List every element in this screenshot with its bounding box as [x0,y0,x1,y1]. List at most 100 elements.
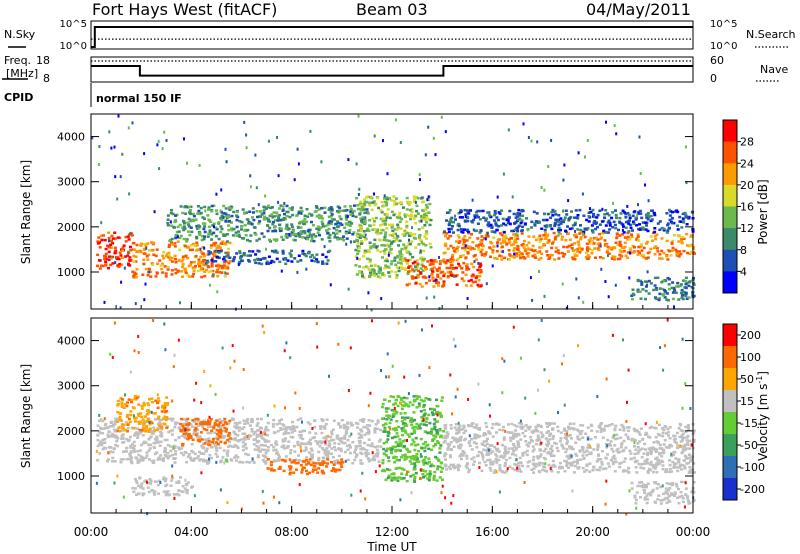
vel-field-cell [264,440,268,443]
power-field-cell [614,227,618,230]
vel-field-cell [282,432,286,436]
vel-field-cell [428,470,432,473]
power-field-cell [395,266,399,269]
vel-field-cell [433,470,437,474]
vel-field-cell [601,436,605,439]
power-field-cell [363,211,367,215]
power-field-cell [375,231,379,234]
power-field-cell [202,227,206,231]
vel-field-cell [510,431,514,434]
power-field-cell [503,239,507,242]
power-field-cell [222,258,226,261]
vel-field-cell [214,452,218,456]
power-field-cell [554,246,558,250]
power-field-cell [104,247,108,251]
power-field-cell [455,249,459,253]
vel-field-cell [226,434,230,437]
power-field-cell [671,281,675,284]
power-field-cell [321,260,325,263]
vel-field-cell [281,438,285,441]
power-field-cell [679,284,683,288]
power-field-cell [310,259,314,262]
power-field-cell [379,209,383,212]
power-field-cell [662,229,666,232]
vel-field-cell [305,469,308,473]
power-field-cell [134,260,138,263]
power-field-cell [277,207,281,210]
power-field-cell [363,219,367,222]
vel-field-cell [186,417,190,421]
power-field-cell [299,259,303,262]
power-field-cell [302,219,306,223]
vel-field-cell [403,455,407,459]
power-field-cell [678,235,681,238]
power-field-cell [173,226,176,229]
power-field-cell [413,196,417,199]
power-field-cell [516,245,520,248]
power-field-cell [389,199,393,202]
vel-field-cell [384,478,388,482]
vel-field-cell [164,493,168,497]
power-field-cell [347,220,351,224]
vel-field-cell [335,459,339,462]
vel-field-cell [325,447,329,450]
power-colorbar-segment [723,120,737,143]
power-field-cell [658,220,662,223]
power-field-cell [225,240,229,243]
power-field-cell [557,251,561,255]
vel-field-cell [279,427,283,430]
vel-field-cell [238,421,242,424]
vel-field-cell [125,415,129,418]
power-field-cell [146,258,150,261]
power-field-cell [413,198,417,202]
vel-field-cell [353,458,357,462]
vel-field-cell [654,427,658,430]
power-field-cell [598,209,602,212]
power-field-cell [472,218,476,222]
power-field-cell [427,218,431,221]
power-field-cell [579,236,583,239]
vel-field-cell [468,440,472,443]
vel-field-cell [385,414,389,417]
vel-field-cell [547,423,551,427]
power-field-cell [419,251,422,255]
power-field-cell [413,260,417,264]
power-field-cell [363,221,367,225]
vel-field-cell [236,446,240,449]
vel-field-cell [164,450,167,454]
vel-field-cell [257,446,261,449]
power-field-cell [363,200,367,204]
power-field-cell [210,233,214,236]
vel-field-cell [370,419,374,423]
power-field-cell [96,240,100,243]
vel-field-cell [387,425,391,429]
power-field-cell [196,205,200,208]
vel-field-cell [381,459,385,462]
power-field-cell [119,254,123,257]
power-field-cell [508,209,512,213]
power-field-noise [419,178,421,182]
vel-field-cell [396,442,400,446]
vel-field-cell [321,419,325,423]
power-field-cell [464,284,468,287]
power-field-cell [238,235,242,238]
vel-field-cell [156,406,160,410]
vel-field-cell [218,421,222,424]
vel-field-cell [287,465,291,468]
vel-field-cell [199,458,203,461]
vel-field-cell [313,425,317,429]
power-field-cell [407,250,411,254]
power-field-cell [103,238,107,242]
power-field-cell [558,232,562,236]
power-field-cell [220,242,224,245]
nsky-label: N.Sky [4,28,36,41]
vel-field-cell [384,449,388,453]
vel-field-cell [293,450,297,453]
power-field-cell [398,201,402,205]
vel-field-cell [443,440,447,443]
power-field-cell [461,216,464,219]
vel-field-cell [120,403,124,406]
power-field-noise [255,186,258,190]
power-field-cell [383,213,387,216]
power-field-cell [499,242,503,245]
